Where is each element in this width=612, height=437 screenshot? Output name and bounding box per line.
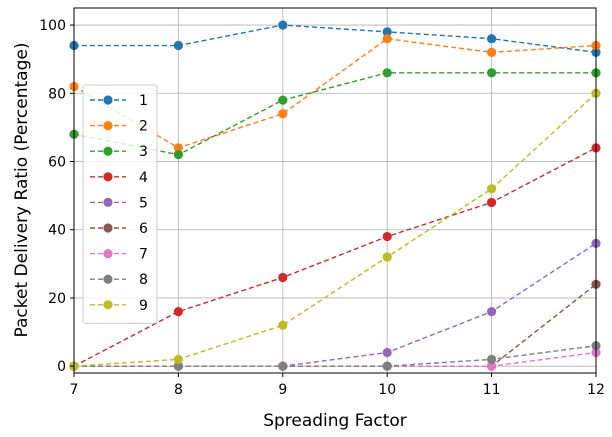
x-tick-label: 8	[174, 382, 183, 398]
data-point	[382, 231, 392, 242]
data-point	[382, 361, 392, 371]
x-tick-label: 10	[378, 382, 396, 398]
legend-marker	[103, 146, 113, 156]
legend-item: 2	[90, 119, 148, 135]
legend-label: 3	[139, 144, 148, 160]
data-point	[487, 47, 497, 57]
y-tick-label: 20	[48, 291, 66, 307]
legend-marker	[103, 95, 113, 105]
series-line	[73, 37, 597, 149]
legend: 1 2 3 4 5 6 7 8 9	[82, 84, 158, 324]
series-line	[74, 351, 597, 367]
y-tick-label: 40	[48, 223, 66, 239]
data-point	[173, 150, 183, 160]
data-point	[487, 306, 497, 317]
legend-label: 5	[139, 195, 148, 211]
legend-marker	[103, 223, 113, 233]
x-tick-label: 7	[70, 382, 79, 398]
data-point	[382, 27, 392, 37]
series-3	[69, 68, 601, 160]
x-axis-title: Spreading Factor	[263, 411, 407, 431]
data-point	[487, 354, 497, 364]
y-tick-label: 60	[48, 155, 66, 171]
data-point	[278, 320, 288, 330]
data-point	[278, 272, 288, 283]
data-point	[487, 361, 497, 371]
plot-frame	[73, 7, 597, 374]
legend-box	[82, 84, 158, 324]
data-point	[382, 34, 392, 44]
data-point	[278, 361, 288, 371]
data-point	[487, 197, 497, 208]
series-8	[69, 341, 601, 371]
series-line	[73, 147, 597, 367]
x-tick-label: 12	[587, 382, 605, 398]
legend-marker	[103, 121, 113, 131]
data-point	[173, 40, 183, 51]
data-point	[487, 68, 497, 78]
series-1	[69, 20, 601, 57]
data-point	[278, 109, 288, 119]
data-point	[173, 361, 183, 371]
legend-item: 5	[90, 195, 148, 211]
legend-label: 4	[139, 170, 148, 186]
series-line	[73, 92, 597, 367]
legend-marker	[103, 274, 113, 284]
legend-item: 3	[90, 144, 148, 160]
y-tick-label: 0	[57, 359, 66, 375]
legend-item: 9	[90, 298, 148, 314]
legend-marker	[103, 197, 113, 207]
data-point	[382, 347, 392, 358]
x-tick-label: 9	[278, 382, 287, 398]
data-point	[173, 354, 183, 364]
legend-label: 8	[139, 272, 148, 288]
legend-item: 7	[90, 247, 148, 263]
data-point	[382, 252, 392, 262]
data-point	[487, 34, 497, 44]
legend-label: 2	[139, 119, 148, 135]
data-point	[487, 184, 497, 194]
legend-label: 9	[139, 298, 148, 314]
y-tick-label: 100	[39, 18, 66, 34]
y-axis-title: Packet Delivery Ratio (Percentage)	[12, 43, 32, 338]
data-point	[173, 143, 183, 153]
legend-marker	[103, 172, 113, 182]
legend-label: 1	[139, 93, 148, 109]
legend-label: 6	[139, 221, 148, 237]
legend-item: 8	[90, 272, 148, 288]
x-tick-label: 11	[483, 382, 501, 398]
legend-item: 1	[90, 93, 148, 109]
series-line	[74, 24, 597, 54]
legend-label: 7	[139, 247, 148, 263]
series-7	[69, 347, 601, 371]
legend-marker	[103, 300, 113, 310]
series-line	[74, 345, 597, 367]
series-line	[73, 72, 596, 156]
y-tick-label: 80	[48, 86, 66, 102]
data-point	[382, 68, 392, 78]
data-point	[278, 20, 288, 30]
legend-marker	[103, 249, 113, 259]
data-point	[278, 95, 288, 105]
legend-item: 6	[90, 221, 148, 237]
data-point	[173, 306, 183, 317]
legend-item: 4	[90, 170, 148, 186]
